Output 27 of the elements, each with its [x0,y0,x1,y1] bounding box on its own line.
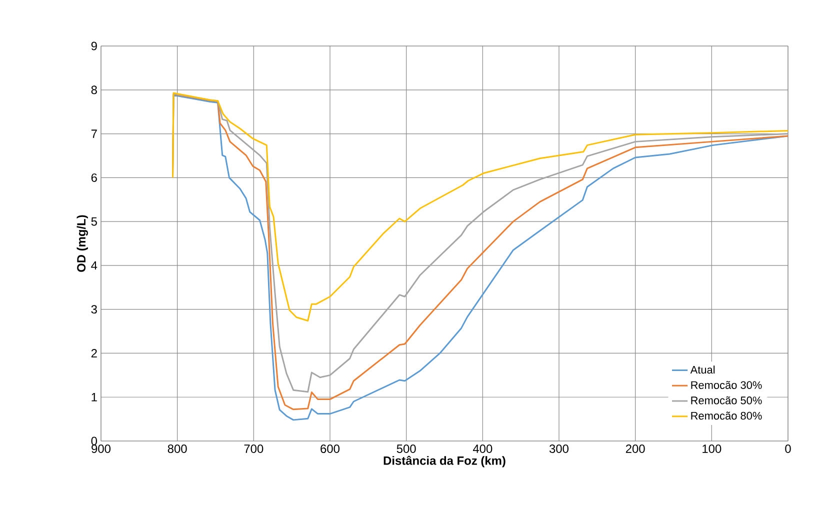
line-series [172,92,788,322]
y-tick-label: 0 [91,436,98,446]
y-tick-label: 2 [91,349,97,358]
y-tick-label: 9 [91,42,97,50]
legend-label: Remocão 30% [691,381,762,389]
x-tick-label: 600 [320,444,340,453]
x-tick-label: 400 [472,444,492,453]
x-tick-label: 800 [168,444,187,453]
x-tick-label: 500 [396,444,416,453]
legend-label: Remocão 50% [691,396,762,404]
y-tick-label: 6 [91,173,97,182]
x-tick-label: 700 [244,444,264,453]
legend-label: Remocão 80% [691,412,762,420]
x-tick-label: 0 [785,444,791,453]
y-axis-title: OD (mg/L) [76,215,88,272]
y-tick-label: 3 [91,305,97,314]
legend-label: Atual [690,366,715,374]
y-tick-label: 8 [91,86,97,94]
x-tick-label: 900 [92,444,110,453]
y-tick-label: 7 [91,130,97,138]
y-tick-label: 1 [92,393,97,402]
x-tick-label: 100 [702,444,722,453]
y-tick-label: 5 [91,217,97,226]
y-tick-label: 4 [91,261,98,270]
x-tick-label: 300 [549,444,568,453]
x-tick-label: 200 [626,444,645,453]
x-axis-title: Distância da Foz (km) [384,456,506,468]
